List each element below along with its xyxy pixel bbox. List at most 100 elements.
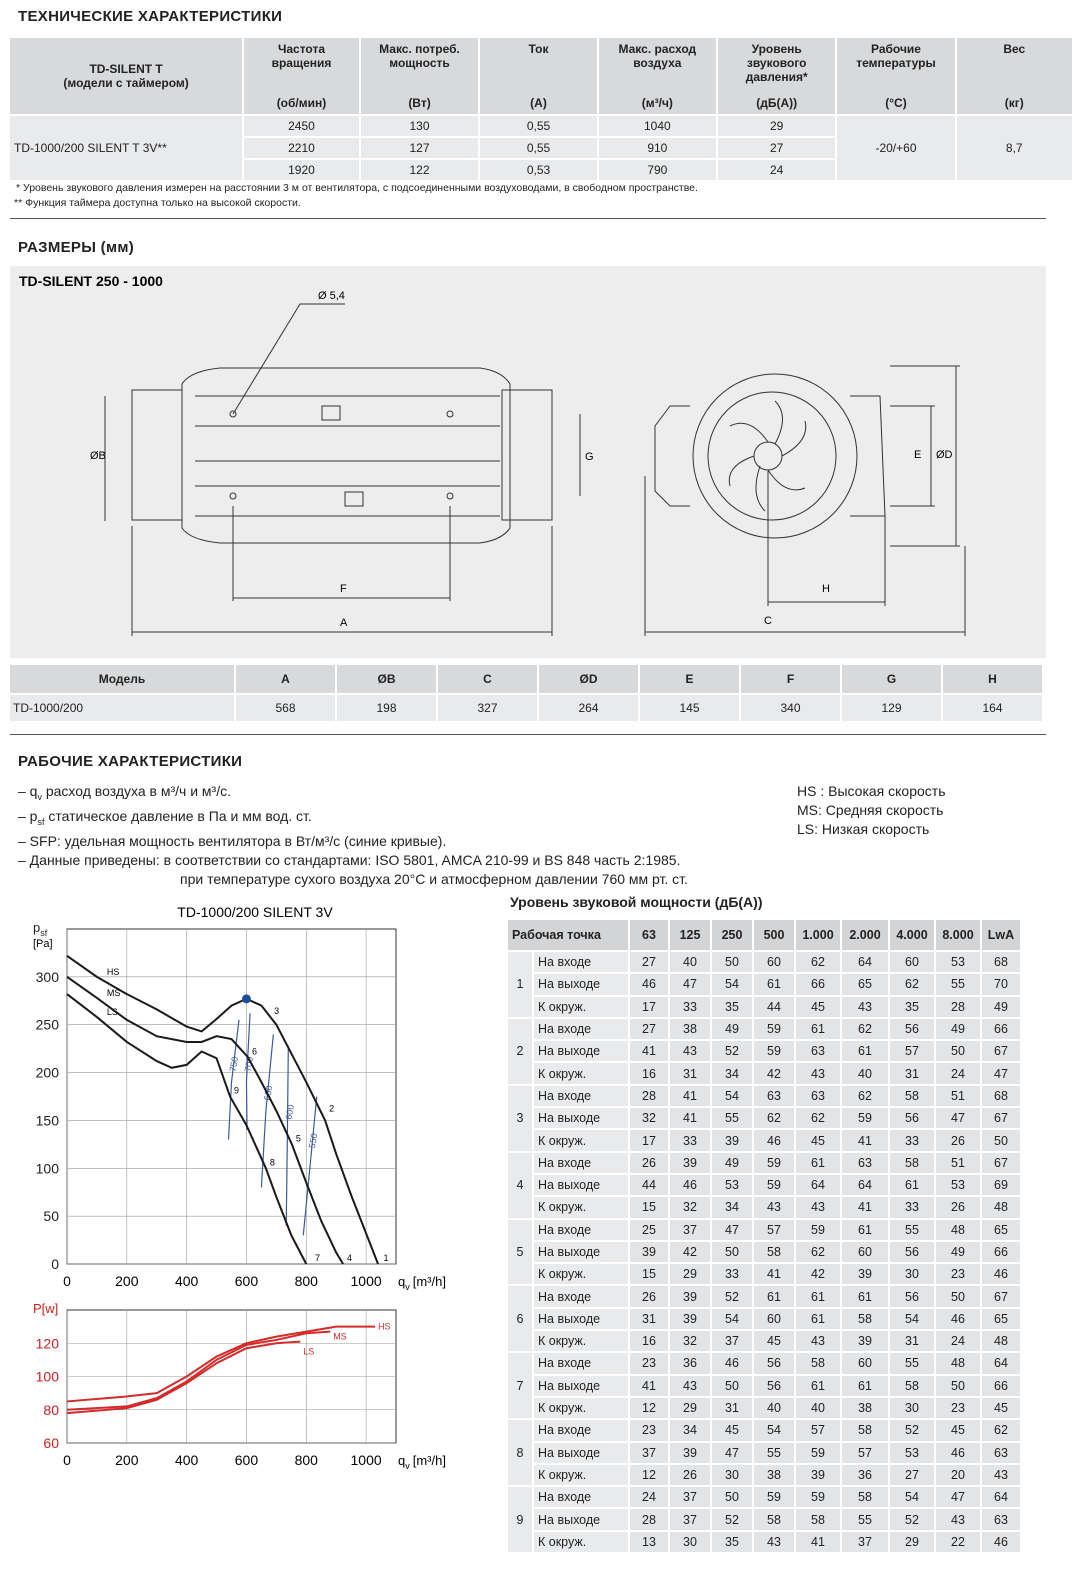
row-label: На выходе xyxy=(534,1241,628,1263)
cell: 50 xyxy=(712,1375,752,1396)
cell: 48 xyxy=(982,1331,1020,1352)
y-axis-label: psf xyxy=(33,920,48,938)
cell: 54 xyxy=(754,1420,794,1441)
cell: 58 xyxy=(796,1353,840,1374)
cell: 26 xyxy=(630,1152,668,1173)
sfp-label: 600 xyxy=(284,1104,296,1121)
cell: 64 xyxy=(842,1174,888,1196)
cell: 60 xyxy=(754,1308,794,1330)
row-label: На выходе xyxy=(534,1108,628,1129)
charts: 0 200 400 600 800 1000050100150200250300TD-10… xyxy=(33,904,446,1471)
sound-table-wrap: Рабочая точка 63 125 250 500 1.000 2.000 4.000 8… xyxy=(506,918,1022,1554)
cell: 65 xyxy=(982,1219,1020,1240)
cell: 198 xyxy=(337,695,436,721)
row-label: На входе xyxy=(534,1420,628,1441)
note-text: – p xyxy=(18,807,38,824)
header-unit: (Вт) xyxy=(408,96,431,110)
data-row: К окруж. 16 32 37 45 43 39 31 24 48 xyxy=(508,1331,1020,1352)
cell: 42 xyxy=(796,1264,840,1285)
dim-label: F xyxy=(340,583,347,595)
header-cell: 63 xyxy=(630,920,668,950)
annotation: 1 xyxy=(384,1253,389,1263)
cell: 164 xyxy=(943,695,1042,721)
cell: 29 xyxy=(890,1531,934,1553)
point-cell: 3 xyxy=(508,1085,532,1151)
cell: 38 xyxy=(754,1464,794,1486)
dim-table: Модель A ØB C ØD E F G H TD-1000/200 568 198 327 264 1… xyxy=(8,663,1044,723)
cell: 24 xyxy=(630,1487,668,1508)
cell: 45 xyxy=(796,1130,840,1151)
cell: 43 xyxy=(796,1197,840,1218)
x-tick-label: 600 xyxy=(235,1452,259,1468)
cell: 41 xyxy=(842,1130,888,1151)
cell: 54 xyxy=(712,1308,752,1330)
cell: 61 xyxy=(754,1286,794,1307)
cell: 59 xyxy=(842,1108,888,1129)
row-label: На выходе xyxy=(534,1375,628,1396)
cell: 70 xyxy=(982,974,1020,995)
cell: 39 xyxy=(796,1464,840,1486)
cell: 30 xyxy=(890,1264,934,1285)
footnote: ** Функция таймера доступна только на вы… xyxy=(14,197,301,209)
cell: 43 xyxy=(754,1197,794,1218)
cell: 24 xyxy=(936,1063,980,1084)
cell: 27 xyxy=(630,952,668,973)
legend: HS : Высокая скорость MS: Средняя скорост… xyxy=(797,782,946,839)
x-tick-label: 200 xyxy=(115,1452,139,1468)
data-row: К окруж. 13 30 35 43 41 37 29 22 46 xyxy=(508,1531,1020,1553)
cell: 13 xyxy=(630,1531,668,1553)
cell: 55 xyxy=(890,1353,934,1374)
cell: 56 xyxy=(754,1353,794,1374)
series-label: LS xyxy=(303,1347,314,1357)
cell: 47 xyxy=(936,1487,980,1508)
drawing-panel xyxy=(10,266,1046,658)
note-line: – SFP: удельная мощность вентилятора в В… xyxy=(18,832,778,851)
header-unit: (кг) xyxy=(1004,96,1024,110)
divider xyxy=(10,734,1046,735)
plot-frame xyxy=(66,928,397,1265)
label-main: P[w] xyxy=(33,1301,58,1316)
cell: 24 xyxy=(936,1331,980,1352)
cell: 54 xyxy=(712,974,752,995)
cell: 47 xyxy=(982,1063,1020,1084)
cell: 47 xyxy=(670,974,710,995)
cell: 63 xyxy=(796,1041,840,1062)
data-row: 2 На входе 27 38 49 59 61 62 56 49 66 xyxy=(508,1018,1020,1084)
annotation: 8 xyxy=(270,1157,275,1167)
cell: 32 xyxy=(670,1197,710,1218)
cell: 16 xyxy=(630,1063,668,1084)
cell: 46 xyxy=(630,974,668,995)
row-label: На входе xyxy=(534,1085,628,1107)
cell: 46 xyxy=(936,1308,980,1330)
label-unit: [m³/h] xyxy=(413,1274,446,1289)
header-cell: G xyxy=(842,665,941,693)
cell: 48 xyxy=(936,1353,980,1374)
cell: 40 xyxy=(796,1397,840,1419)
cell: 48 xyxy=(982,1197,1020,1218)
cell: 46 xyxy=(670,1174,710,1196)
cell: -20/+60 xyxy=(837,116,955,180)
cell: 58 xyxy=(890,1375,934,1396)
cell: 32 xyxy=(670,1331,710,1352)
cell: 67 xyxy=(982,1108,1020,1129)
cell: 51 xyxy=(936,1152,980,1173)
x-tick-label: 400 xyxy=(175,1452,199,1468)
cell: 23 xyxy=(630,1420,668,1441)
chart-title: TD-1000/200 SILENT 3V xyxy=(177,904,333,920)
cell: 30 xyxy=(712,1464,752,1486)
annotation: 4 xyxy=(347,1253,352,1263)
cell: 49 xyxy=(936,1241,980,1263)
operating-point xyxy=(241,994,251,1004)
cell: 47 xyxy=(712,1442,752,1463)
header-text: Частота вращения xyxy=(271,42,332,70)
header-unit: (A) xyxy=(530,96,547,110)
header-text: Уровень звукового давления* xyxy=(745,42,808,84)
cell: 38 xyxy=(842,1397,888,1419)
note-text: – q xyxy=(18,783,38,799)
cell: 57 xyxy=(890,1041,934,1062)
header-cell: 2.000 xyxy=(842,920,888,950)
cell: 52 xyxy=(712,1509,752,1530)
cell: 31 xyxy=(630,1308,668,1330)
cell: 23 xyxy=(936,1397,980,1419)
header-cell: 125 xyxy=(670,920,710,950)
